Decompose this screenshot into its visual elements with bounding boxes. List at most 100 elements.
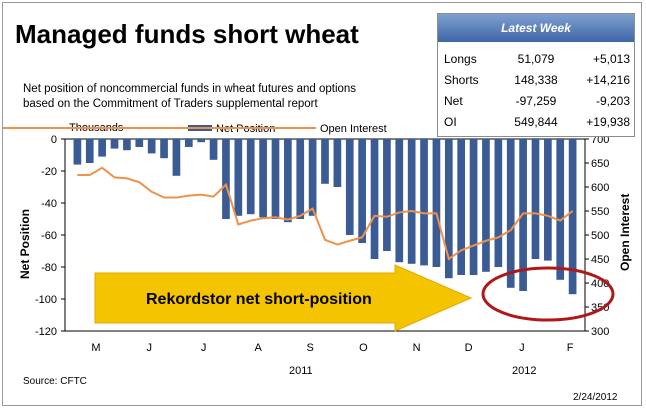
net-position-bar <box>160 139 168 159</box>
record-arrow <box>94 264 473 332</box>
row-change: +5,013 <box>592 51 630 66</box>
net-position-bar <box>296 139 305 219</box>
net-position-bar <box>494 139 503 267</box>
y-tick-label-left: -120 <box>35 326 57 338</box>
net-position-bar <box>444 139 453 279</box>
latest-week-table: Longs 51,079 +5,013 Shorts 148,338 +14,2… <box>444 48 630 132</box>
line-group <box>77 166 574 261</box>
month-label: M <box>91 342 100 354</box>
y-tick-label-left: -40 <box>41 198 57 210</box>
y-tick-label-left: 0 <box>51 134 57 146</box>
legend: Net Position Open Interest <box>3 123 387 135</box>
row-change: +14,216 <box>586 72 630 87</box>
net-position-bar <box>568 139 577 295</box>
net-position-bar <box>197 139 206 143</box>
month-label: A <box>254 342 262 354</box>
y-tick-label-right: 450 <box>591 254 609 266</box>
net-position-bar <box>358 139 366 243</box>
net-position-bar <box>110 139 119 149</box>
net-position-bar <box>506 139 515 288</box>
net-position-bar <box>457 139 466 275</box>
y-axis-right-title: Open Interest <box>618 194 632 271</box>
y-axis-left-title: Net Position <box>18 209 32 279</box>
net-position-bar <box>383 139 391 251</box>
latest-week-row: OI 549,844 +19,938 <box>444 111 630 132</box>
highlight-ellipse <box>481 266 615 322</box>
open-interest-line <box>77 166 574 261</box>
net-position-bar <box>123 139 131 151</box>
net-position-bar <box>147 139 156 154</box>
row-value: 549,844 <box>514 114 558 129</box>
net-position-bar <box>135 139 144 147</box>
source-label: Source: CFTC <box>23 376 87 387</box>
net-position-bar <box>85 139 94 163</box>
month-label: J <box>519 342 525 354</box>
net-position-bar <box>172 139 181 176</box>
chart-frame: Managed funds short wheat Net position o… <box>2 2 642 406</box>
net-position-bar <box>98 139 106 157</box>
net-position-bar <box>209 139 218 160</box>
y-tick-label-right: 500 <box>591 230 609 242</box>
legend-open-interest: Open Interest <box>320 123 387 135</box>
chart-title: Managed funds short wheat <box>15 19 359 49</box>
bars-group <box>73 139 577 295</box>
month-label: F <box>567 342 574 354</box>
net-position-bar <box>259 139 267 218</box>
net-position-bar <box>556 139 565 280</box>
net-position-bar <box>284 139 292 223</box>
net-position-bar <box>222 139 230 219</box>
y-tick-label-right: 650 <box>591 158 609 170</box>
net-position-bar <box>321 139 329 184</box>
y-tick-label-right: 300 <box>591 326 609 338</box>
net-position-bar <box>469 139 478 275</box>
month-label: O <box>359 342 368 354</box>
y-tick-label-right: 600 <box>591 182 609 194</box>
net-position-bar <box>544 139 552 261</box>
chart-svg: Managed funds short wheat Net position o… <box>3 19 632 403</box>
row-label: Shorts <box>444 72 479 87</box>
net-position-bar <box>345 139 354 235</box>
arrow-label: Rekordstor net short-position <box>146 291 372 308</box>
row-label: Longs <box>444 51 477 66</box>
row-value: 51,079 <box>517 51 555 66</box>
y-tick-label-left: -100 <box>35 294 57 306</box>
latest-week-title: Latest Week <box>438 14 634 42</box>
net-position-bar <box>308 139 317 216</box>
row-label: Net <box>444 93 463 108</box>
chart-subtitle-line1: Net position of noncommercial funds in w… <box>23 83 356 95</box>
net-position-bar <box>333 139 342 187</box>
net-position-bar <box>271 139 280 219</box>
chart-subtitle-line2: based on the Commitment of Traders suppl… <box>23 98 318 110</box>
month-label: J <box>201 342 207 354</box>
row-change: +19,938 <box>586 114 630 129</box>
latest-week-box: Latest Week Longs 51,079 +5,013 Shorts 1… <box>437 13 635 137</box>
y-tick-label-right: 550 <box>591 206 609 218</box>
net-position-bar <box>370 139 379 259</box>
net-position-bar <box>73 139 82 165</box>
net-position-bar <box>407 139 416 264</box>
net-position-bar <box>395 139 404 263</box>
y-tick-label-left: -80 <box>41 262 57 274</box>
net-position-bar <box>184 139 193 147</box>
latest-week-row: Longs 51,079 +5,013 <box>444 48 630 69</box>
year-label-2011: 2011 <box>289 365 313 377</box>
net-position-bar <box>234 139 243 216</box>
y-tick-label-right: 700 <box>591 134 609 146</box>
net-position-bar <box>531 139 540 259</box>
row-value: -97,259 <box>515 93 557 108</box>
net-position-bar <box>420 139 428 266</box>
row-change: -9,203 <box>595 93 630 108</box>
month-label: J <box>146 342 152 354</box>
net-position-bar <box>432 139 441 267</box>
year-label-2012: 2012 <box>512 365 536 377</box>
net-position-bar <box>246 139 255 215</box>
y-tick-label-left: -60 <box>41 230 57 242</box>
month-label: S <box>306 342 313 354</box>
y-axis-left: 0 -20 -40 -60 -80 -100 -120 <box>35 134 65 338</box>
y-tick-label-left: -20 <box>41 166 57 178</box>
latest-week-row: Net -97,259 -9,203 <box>444 90 630 111</box>
month-label: D <box>465 342 473 354</box>
row-value: 148,338 <box>514 72 558 87</box>
